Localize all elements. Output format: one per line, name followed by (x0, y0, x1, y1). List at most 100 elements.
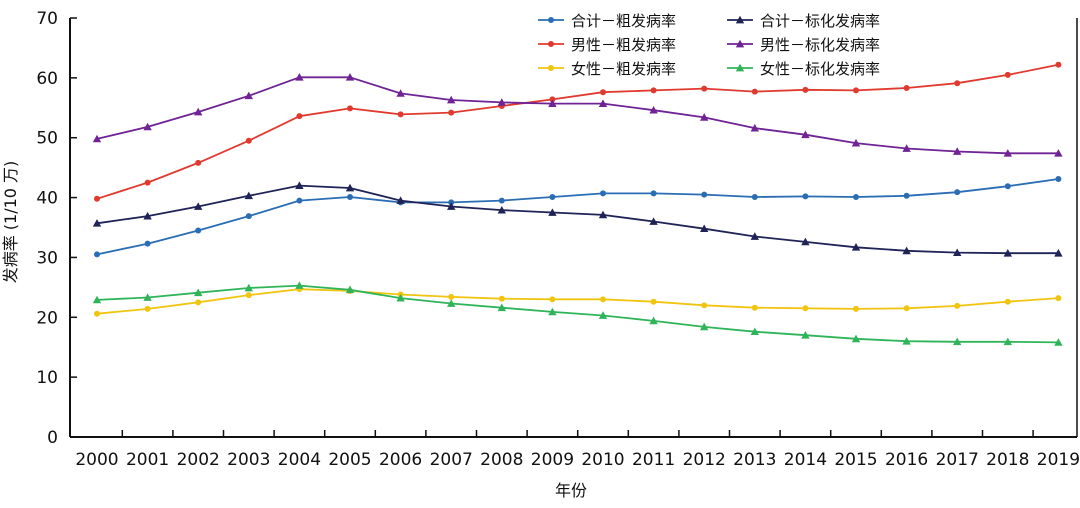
data-point (903, 192, 910, 199)
data-point (598, 210, 608, 219)
data-point (194, 107, 203, 116)
data-point (195, 299, 202, 306)
data-point (751, 88, 758, 95)
legend-item: 女性－粗发病率 (538, 60, 676, 78)
data-point (548, 99, 557, 107)
x-tick-label: 2011 (632, 450, 675, 470)
series-line (96, 288, 1059, 315)
legend-item: 合计－粗发病率 (538, 12, 676, 30)
y-axis-title: 发病率 (1/10 万) (1, 161, 20, 284)
x-axis-title: 年份 (555, 481, 587, 500)
data-point (498, 295, 505, 302)
data-point (549, 296, 556, 303)
data-point (396, 196, 405, 204)
data-point (396, 89, 405, 97)
series-4 (92, 73, 1063, 157)
data-point (548, 65, 554, 71)
series-1 (94, 176, 1062, 258)
data-point (94, 310, 100, 317)
x-tick-label: 2002 (177, 450, 220, 470)
data-point (650, 190, 657, 197)
data-point (1003, 249, 1012, 257)
data-point (953, 337, 962, 346)
data-point (94, 195, 100, 202)
data-point (801, 331, 810, 339)
data-point (649, 105, 658, 114)
data-point (903, 85, 910, 92)
data-point (295, 73, 304, 81)
data-point (447, 202, 456, 210)
data-point (735, 39, 745, 48)
data-point (548, 17, 554, 23)
x-tick-label: 2007 (430, 450, 473, 470)
data-point (600, 89, 606, 96)
y-tick-label: 50 (36, 129, 58, 149)
series-line (96, 284, 1059, 344)
data-point (296, 113, 303, 120)
data-point (701, 85, 708, 92)
x-tick-label: 2013 (733, 450, 776, 470)
data-point (244, 91, 253, 100)
data-point (600, 296, 606, 303)
data-point (801, 237, 810, 246)
data-point (448, 109, 455, 116)
data-point (296, 197, 303, 204)
data-point (1004, 183, 1011, 190)
legend-item: 男性－粗发病率 (538, 36, 676, 54)
data-point (195, 159, 202, 166)
data-point (649, 217, 658, 225)
data-point (903, 305, 910, 312)
y-tick-label: 0 (47, 428, 58, 448)
legend-label: 合计－粗发病率 (571, 12, 676, 30)
data-point (397, 111, 404, 118)
data-point (735, 63, 745, 72)
data-point (245, 137, 252, 144)
data-point (953, 248, 962, 256)
data-point (244, 283, 253, 292)
series-2 (92, 181, 1063, 257)
data-point (650, 298, 657, 305)
data-point (853, 87, 859, 94)
x-tick-label: 2001 (126, 450, 169, 470)
data-point (498, 197, 505, 204)
x-tick-label: 2009 (531, 450, 574, 470)
data-point (548, 41, 554, 47)
data-point (497, 205, 506, 214)
data-point (954, 80, 961, 87)
data-point (448, 293, 455, 300)
data-point (750, 327, 759, 336)
data-point (802, 86, 809, 93)
data-point (802, 305, 809, 312)
plot-area (92, 61, 1063, 346)
x-tick-label: 2017 (936, 450, 979, 470)
legend-label: 女性－粗发病率 (571, 60, 676, 78)
data-point (194, 288, 203, 297)
x-tick-label: 2018 (986, 450, 1029, 470)
data-point (143, 122, 152, 131)
data-point (497, 98, 506, 106)
axes: 0 10 20 30 40 50 60 70 2000 2001 2002 2003 2004 2005 2… (36, 9, 1080, 470)
data-point (701, 191, 708, 198)
data-point (598, 311, 608, 319)
legend-item: 男性－标化发病率 (727, 36, 880, 54)
legend-label: 女性－标化发病率 (760, 60, 880, 78)
data-point (751, 304, 758, 311)
data-point (144, 179, 151, 186)
series-line (96, 184, 1059, 255)
x-tick-label: 2006 (379, 450, 422, 470)
data-point (700, 224, 709, 233)
data-point (295, 281, 304, 289)
data-point (245, 292, 252, 299)
y-tick-label: 40 (36, 189, 58, 209)
data-point (497, 303, 506, 312)
data-point (1055, 176, 1062, 183)
legend-label: 男性－标化发病率 (760, 36, 880, 54)
x-tick-label: 2000 (75, 450, 118, 470)
x-tick-label: 2014 (784, 450, 827, 470)
data-point (902, 246, 911, 255)
data-point (347, 193, 353, 200)
data-point (700, 113, 709, 121)
data-point (1055, 61, 1062, 68)
y-tick-label: 70 (36, 9, 58, 29)
